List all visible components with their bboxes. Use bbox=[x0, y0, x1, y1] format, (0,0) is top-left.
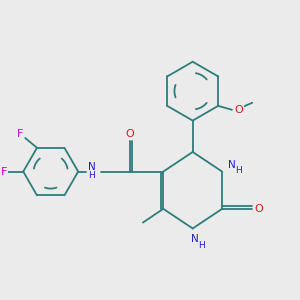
Text: H: H bbox=[235, 166, 242, 175]
Text: O: O bbox=[254, 204, 263, 214]
Text: N: N bbox=[228, 160, 236, 170]
Text: O: O bbox=[235, 105, 243, 115]
Text: F: F bbox=[17, 129, 24, 139]
Text: O: O bbox=[126, 129, 134, 139]
Text: H: H bbox=[198, 241, 205, 250]
Text: H: H bbox=[88, 171, 95, 180]
Text: F: F bbox=[1, 167, 7, 177]
Text: N: N bbox=[191, 234, 199, 244]
Text: N: N bbox=[88, 162, 96, 172]
